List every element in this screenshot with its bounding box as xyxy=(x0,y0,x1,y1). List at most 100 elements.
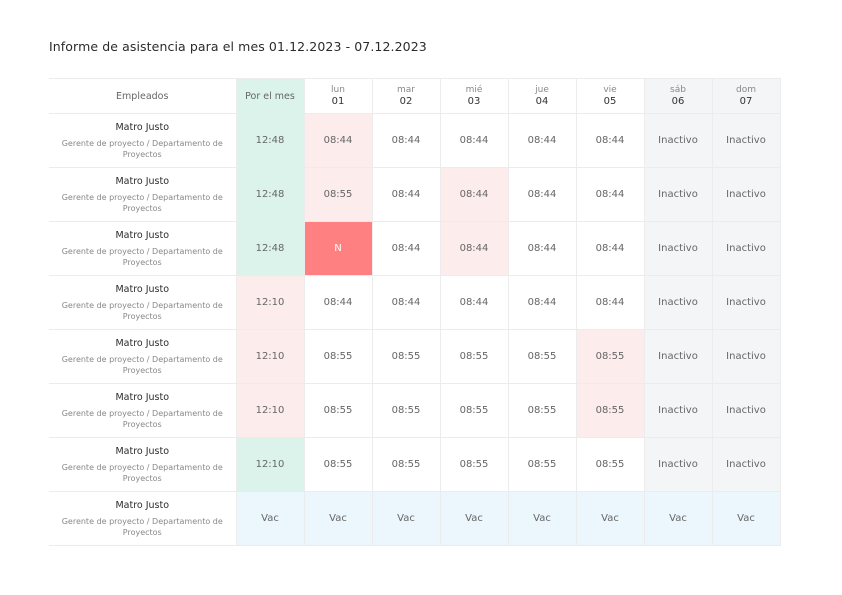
day-cell: 08:44 xyxy=(439,167,509,222)
day-cell: N xyxy=(303,221,373,276)
day-cell: 08:44 xyxy=(439,275,509,330)
header-row: Empleados Por el mes lun 01 mar 02 mié 03 j… xyxy=(49,78,781,114)
employee-name: Matro Justo xyxy=(115,337,170,349)
table-row: Matro Justo Gerente de proyecto / Departa… xyxy=(49,329,781,384)
day-cell: Vac xyxy=(575,491,645,546)
table-row: Matro Justo Gerente de proyecto / Departa… xyxy=(49,491,781,546)
day-name: mar xyxy=(397,84,415,95)
day-name: mié xyxy=(465,84,483,95)
table-row: Matro Justo Gerente de proyecto / Departa… xyxy=(49,113,781,168)
day-cell: 08:44 xyxy=(575,221,645,276)
month-total-cell: 12:48 xyxy=(235,113,305,168)
day-cell: Inactivo xyxy=(711,275,781,330)
employee-role: Gerente de proyecto / Departamento de Pr… xyxy=(61,192,223,213)
employee-name: Matro Justo xyxy=(115,121,170,133)
day-cell: Inactivo xyxy=(711,437,781,492)
employee-cell: Matro Justo Gerente de proyecto / Departa… xyxy=(49,329,237,384)
day-cell: 08:55 xyxy=(303,329,373,384)
day-cell: 08:55 xyxy=(507,329,577,384)
day-cell: 08:55 xyxy=(575,329,645,384)
day-cell: 08:44 xyxy=(439,221,509,276)
header-month-total: Por el mes xyxy=(235,78,305,114)
day-cell: 08:44 xyxy=(575,167,645,222)
header-day-3: mié 03 xyxy=(439,78,509,114)
day-cell: 08:44 xyxy=(507,221,577,276)
month-total-cell: 12:10 xyxy=(235,437,305,492)
day-name: vie xyxy=(603,84,617,95)
day-cell: 08:55 xyxy=(303,167,373,222)
employee-cell: Matro Justo Gerente de proyecto / Departa… xyxy=(49,491,237,546)
employee-role: Gerente de proyecto / Departamento de Pr… xyxy=(61,246,223,267)
employee-cell: Matro Justo Gerente de proyecto / Departa… xyxy=(49,383,237,438)
day-cell: Inactivo xyxy=(711,329,781,384)
day-cell: 08:44 xyxy=(507,167,577,222)
day-cell: 08:55 xyxy=(303,437,373,492)
day-number: 07 xyxy=(739,95,753,107)
month-total-cell: Vac xyxy=(235,491,305,546)
day-cell: 08:44 xyxy=(575,113,645,168)
employee-role: Gerente de proyecto / Departamento de Pr… xyxy=(61,516,223,537)
month-total-cell: 12:10 xyxy=(235,275,305,330)
attendance-body: Matro Justo Gerente de proyecto / Departa… xyxy=(49,113,781,546)
day-cell: 08:44 xyxy=(303,113,373,168)
table-row: Matro Justo Gerente de proyecto / Departa… xyxy=(49,275,781,330)
day-cell: Inactivo xyxy=(711,221,781,276)
employee-cell: Matro Justo Gerente de proyecto / Departa… xyxy=(49,113,237,168)
day-cell: 08:44 xyxy=(575,275,645,330)
day-cell: Inactivo xyxy=(711,167,781,222)
employee-name: Matro Justo xyxy=(115,391,170,403)
day-cell: 08:44 xyxy=(507,113,577,168)
employee-name: Matro Justo xyxy=(115,499,170,511)
header-employees: Empleados xyxy=(49,78,237,114)
day-name: dom xyxy=(736,84,756,95)
month-total-cell: 12:10 xyxy=(235,329,305,384)
day-cell: Vac xyxy=(303,491,373,546)
day-cell: 08:44 xyxy=(371,275,441,330)
month-total-cell: 12:10 xyxy=(235,383,305,438)
day-number: 06 xyxy=(671,95,685,107)
employee-cell: Matro Justo Gerente de proyecto / Departa… xyxy=(49,167,237,222)
day-cell: 08:44 xyxy=(371,113,441,168)
employee-name: Matro Justo xyxy=(115,283,170,295)
day-cell: 08:44 xyxy=(371,221,441,276)
employee-cell: Matro Justo Gerente de proyecto / Departa… xyxy=(49,437,237,492)
day-name: lun xyxy=(331,84,345,95)
day-number: 04 xyxy=(535,95,549,107)
day-name: sáb xyxy=(670,84,686,95)
employee-name: Matro Justo xyxy=(115,445,170,457)
month-total-cell: 12:48 xyxy=(235,221,305,276)
day-cell: 08:55 xyxy=(507,437,577,492)
day-cell: Inactivo xyxy=(643,329,713,384)
day-cell: Inactivo xyxy=(643,383,713,438)
employee-role: Gerente de proyecto / Departamento de Pr… xyxy=(61,354,223,375)
day-cell: Vac xyxy=(507,491,577,546)
day-cell: Vac xyxy=(439,491,509,546)
employee-role: Gerente de proyecto / Departamento de Pr… xyxy=(61,408,223,429)
day-number: 02 xyxy=(399,95,413,107)
day-cell: 08:55 xyxy=(439,383,509,438)
day-cell: 08:44 xyxy=(507,275,577,330)
employee-cell: Matro Justo Gerente de proyecto / Departa… xyxy=(49,221,237,276)
month-total-cell: 12:48 xyxy=(235,167,305,222)
day-cell: Inactivo xyxy=(711,383,781,438)
day-cell: Inactivo xyxy=(643,167,713,222)
header-day-5: vie 05 xyxy=(575,78,645,114)
day-cell: 08:55 xyxy=(507,383,577,438)
day-cell: Inactivo xyxy=(711,113,781,168)
employee-role: Gerente de proyecto / Departamento de Pr… xyxy=(61,462,223,483)
day-cell: 08:55 xyxy=(439,329,509,384)
attendance-table: Empleados Por el mes lun 01 mar 02 mié 03 j… xyxy=(49,78,781,546)
day-number: 05 xyxy=(603,95,617,107)
header-day-4: jue 04 xyxy=(507,78,577,114)
employee-role: Gerente de proyecto / Departamento de Pr… xyxy=(61,300,223,321)
day-cell: Inactivo xyxy=(643,113,713,168)
employee-role: Gerente de proyecto / Departamento de Pr… xyxy=(61,138,223,159)
day-cell: 08:44 xyxy=(303,275,373,330)
day-cell: 08:55 xyxy=(371,383,441,438)
day-number: 01 xyxy=(331,95,345,107)
day-cell: 08:44 xyxy=(439,113,509,168)
day-cell: Inactivo xyxy=(643,275,713,330)
day-cell: Vac xyxy=(711,491,781,546)
table-row: Matro Justo Gerente de proyecto / Departa… xyxy=(49,221,781,276)
header-day-2: mar 02 xyxy=(371,78,441,114)
